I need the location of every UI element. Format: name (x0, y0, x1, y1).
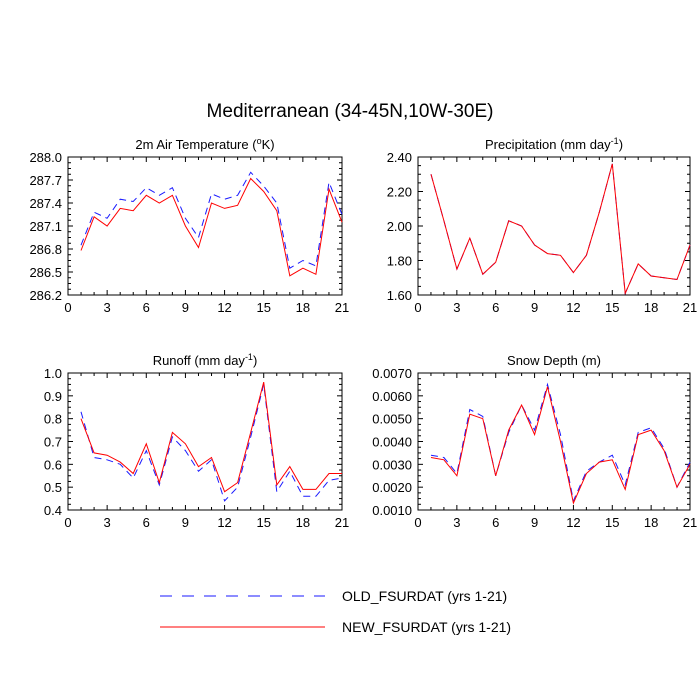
x-tick-label: 18 (296, 515, 310, 530)
y-tick-label: 287.1 (29, 219, 62, 234)
x-tick-label: 9 (182, 515, 189, 530)
plot-frame (417, 372, 691, 511)
y-tick-label: 2.40 (387, 150, 412, 165)
y-tick-label: 0.0030 (372, 457, 412, 472)
x-tick-label: 12 (566, 515, 580, 530)
series-line-old (80, 171, 343, 269)
x-tick-label: 0 (64, 515, 71, 530)
y-tick-label: 0.9 (44, 389, 62, 404)
series-line-new (430, 163, 691, 296)
x-tick-label: 3 (104, 515, 111, 530)
x-tick-label: 3 (104, 300, 111, 315)
x-tick-label: 9 (531, 515, 538, 530)
y-tick-label: 0.7 (44, 435, 62, 450)
y-tick-label: 2.00 (387, 219, 412, 234)
x-tick-label: 6 (492, 515, 499, 530)
y-tick-label: 1.0 (44, 366, 62, 381)
y-tick-label: 287.4 (29, 196, 62, 211)
y-tick-label: 0.4 (44, 503, 62, 518)
x-tick-label: 6 (143, 515, 150, 530)
panel-4: Snow Depth (m) 0 3 6 9 12 15 18 21 0.0010 0.0020 0.… (372, 353, 697, 530)
x-tick-label: 6 (492, 300, 499, 315)
x-tick-label: 6 (143, 300, 150, 315)
x-tick-label: 15 (605, 515, 619, 530)
x-tick-label: 15 (256, 300, 270, 315)
panel-3: Runoff (mm day-1) 0 3 6 9 12 15 18 21 0.4 0.5 0.6 0.… (44, 352, 349, 530)
series-line-old (430, 382, 691, 503)
y-tick-label: 1.80 (387, 254, 412, 269)
y-tick-label: 0.0020 (372, 480, 412, 495)
series-line-old (430, 163, 691, 296)
x-tick-label: 0 (414, 300, 421, 315)
y-tick-label: 288.0 (29, 150, 62, 165)
panel-2: Precipitation (mm day-1) 0 3 6 9 12 15 18 21 1.60… (387, 136, 698, 315)
x-tick-label: 18 (644, 515, 658, 530)
y-tick-label: 286.5 (29, 265, 62, 280)
panel-title: Precipitation (mm day-1) (485, 136, 623, 152)
y-tick-label: 0.5 (44, 480, 62, 495)
panel-1: 2m Air Temperature (oK) 0 3 6 9 12 15 18 21 286.2… (29, 136, 349, 315)
x-tick-label: 15 (605, 300, 619, 315)
y-tick-label: 287.7 (29, 173, 62, 188)
panel-title: Runoff (mm day-1) (153, 352, 258, 368)
legend-label-new: NEW_FSURDAT (yrs 1-21) (342, 619, 511, 635)
y-tick-label: 0.0010 (372, 503, 412, 518)
x-tick-label: 18 (296, 300, 310, 315)
y-tick-label: 0.0060 (372, 389, 412, 404)
y-tick-label: 0.0050 (372, 412, 412, 427)
y-tick-label: 0.6 (44, 457, 62, 472)
y-tick-label: 286.8 (29, 242, 62, 257)
legend-label-old: OLD_FSURDAT (yrs 1-21) (342, 588, 507, 604)
x-tick-label: 21 (683, 300, 697, 315)
panel-title: 2m Air Temperature (oK) (135, 136, 274, 152)
y-tick-label: 2.20 (387, 185, 412, 200)
panel-title: Snow Depth (m) (507, 353, 601, 368)
series-line-new (430, 386, 691, 505)
x-tick-label: 12 (566, 300, 580, 315)
x-tick-label: 0 (64, 300, 71, 315)
series-line-new (80, 177, 343, 277)
plot-frame (67, 372, 343, 511)
x-tick-label: 21 (335, 515, 349, 530)
x-tick-label: 21 (683, 515, 697, 530)
series-line-old (80, 384, 343, 502)
y-tick-label: 286.2 (29, 288, 62, 303)
x-tick-label: 12 (217, 515, 231, 530)
x-tick-label: 3 (453, 515, 460, 530)
x-tick-label: 9 (182, 300, 189, 315)
y-tick-label: 0.0070 (372, 366, 412, 381)
x-tick-label: 3 (453, 300, 460, 315)
x-tick-label: 15 (256, 515, 270, 530)
main-title: Mediterranean (34-45N,10W-30E) (206, 101, 494, 122)
y-tick-label: 0.0040 (372, 435, 412, 450)
x-tick-label: 21 (335, 300, 349, 315)
y-tick-label: 1.60 (387, 288, 412, 303)
x-tick-label: 18 (644, 300, 658, 315)
series-line-new (80, 381, 342, 493)
x-tick-label: 9 (531, 300, 538, 315)
y-tick-label: 0.8 (44, 412, 62, 427)
x-tick-label: 0 (414, 515, 421, 530)
x-tick-label: 12 (217, 300, 231, 315)
